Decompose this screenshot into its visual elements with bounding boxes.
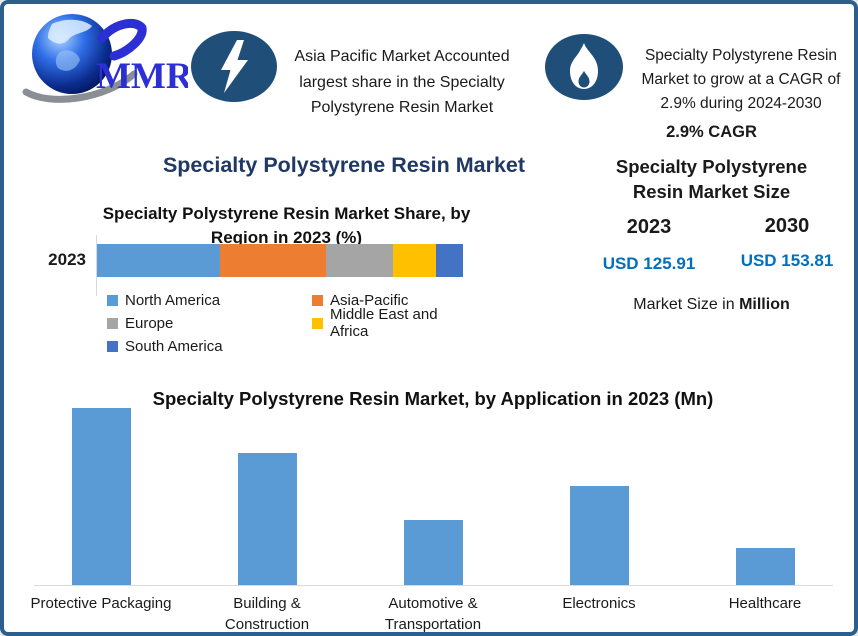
region-chart-title: Specialty Polystyrene Resin Market Share…: [102, 204, 471, 247]
legend-label: South America: [125, 337, 223, 355]
region-segment-north-america: [97, 244, 220, 277]
column-cell-healthcare: [682, 406, 848, 585]
region-segment-asia-pacific: [219, 244, 326, 277]
category-label-electronics: Electronics: [562, 595, 636, 612]
column-cell-automotive-transportation: [350, 406, 516, 585]
legend-swatch-asia-pacific: [312, 294, 323, 306]
legend-item-middle-east-and-africa: Middle East and Africa: [312, 306, 477, 340]
application-chart-x-axis: [34, 585, 833, 586]
region-segment-europe: [325, 244, 394, 277]
year-2023-label: 2023: [626, 216, 672, 238]
region-chart-category-label: 2023: [48, 250, 86, 269]
legend-item-south-america: South America: [107, 337, 312, 355]
region-chart-axis: [96, 235, 97, 296]
application-chart-category-labels: Protective Packaging Building & Construct…: [18, 593, 848, 633]
logo-text: MMR: [96, 56, 188, 97]
legend-label: North America: [125, 291, 221, 309]
column-cell-building-construction: [184, 406, 350, 585]
category-label-protective-packaging: Protective Packaging: [30, 595, 172, 612]
market-size-unit-note: Market Size in Million: [609, 296, 814, 314]
region-chart-legend: North America Asia-Pacific Europe Middle Ea…: [107, 291, 477, 355]
application-chart-title: Specialty Polystyrene Resin Market, by A…: [152, 388, 714, 410]
legend-swatch-south-america: [107, 340, 118, 352]
bar-healthcare: [735, 548, 795, 585]
market-size-title: Specialty Polystyrene Resin Market Size: [615, 156, 808, 202]
legend-item-north-america: North America: [107, 291, 312, 309]
market-size-value-2030: USD 153.81: [740, 251, 834, 270]
legend-label: Europe: [125, 314, 174, 332]
bar-automotive-transportation: [403, 520, 463, 585]
category-label-automotive-transportation: Automotive & Transportation: [384, 595, 482, 633]
column-cell-electronics: [516, 406, 682, 585]
bar-protective-packaging: [71, 408, 131, 585]
category-label-healthcare: Healthcare: [728, 595, 802, 612]
header-stat2-text: Specialty Polystyrene Resin Market to gr…: [641, 46, 841, 112]
header-stat1-text: Asia Pacific Market Accounted largest sh…: [294, 48, 510, 117]
flame-icon: [545, 34, 623, 100]
legend-swatch-europe: [107, 317, 118, 329]
region-segment-middle-east-and-africa: [393, 244, 436, 277]
unit-note-bold: Million: [739, 296, 790, 313]
legend-swatch-north-america: [107, 294, 118, 306]
application-chart-plot: [18, 406, 848, 585]
legend-label: Asia-Pacific: [330, 291, 409, 309]
year-2030-label: 2030: [764, 215, 810, 237]
legend-swatch-middle-east-and-africa: [312, 317, 323, 329]
legend-item-asia-pacific: Asia-Pacific: [312, 291, 477, 309]
market-size-value-2023: USD 125.91: [602, 254, 696, 273]
mmr-logo: MMR: [16, 8, 194, 110]
legend-label: Middle East and Africa: [330, 306, 438, 340]
cagr-value: 2.9% CAGR: [666, 123, 757, 141]
globe-icon: MMR: [22, 14, 194, 103]
page-title: Specialty Polystyrene Resin Market: [162, 153, 526, 178]
column-cell-protective-packaging: [18, 406, 184, 585]
lightning-icon: [191, 31, 277, 102]
region-stacked-bar: [97, 244, 463, 277]
legend-item-europe: Europe: [107, 314, 312, 332]
bar-electronics: [569, 486, 629, 585]
region-segment-south-america: [435, 244, 463, 277]
category-label-building-construction: Building & Construction: [224, 595, 310, 633]
unit-note-prefix: Market Size in: [633, 296, 740, 313]
bar-building-construction: [237, 453, 297, 585]
